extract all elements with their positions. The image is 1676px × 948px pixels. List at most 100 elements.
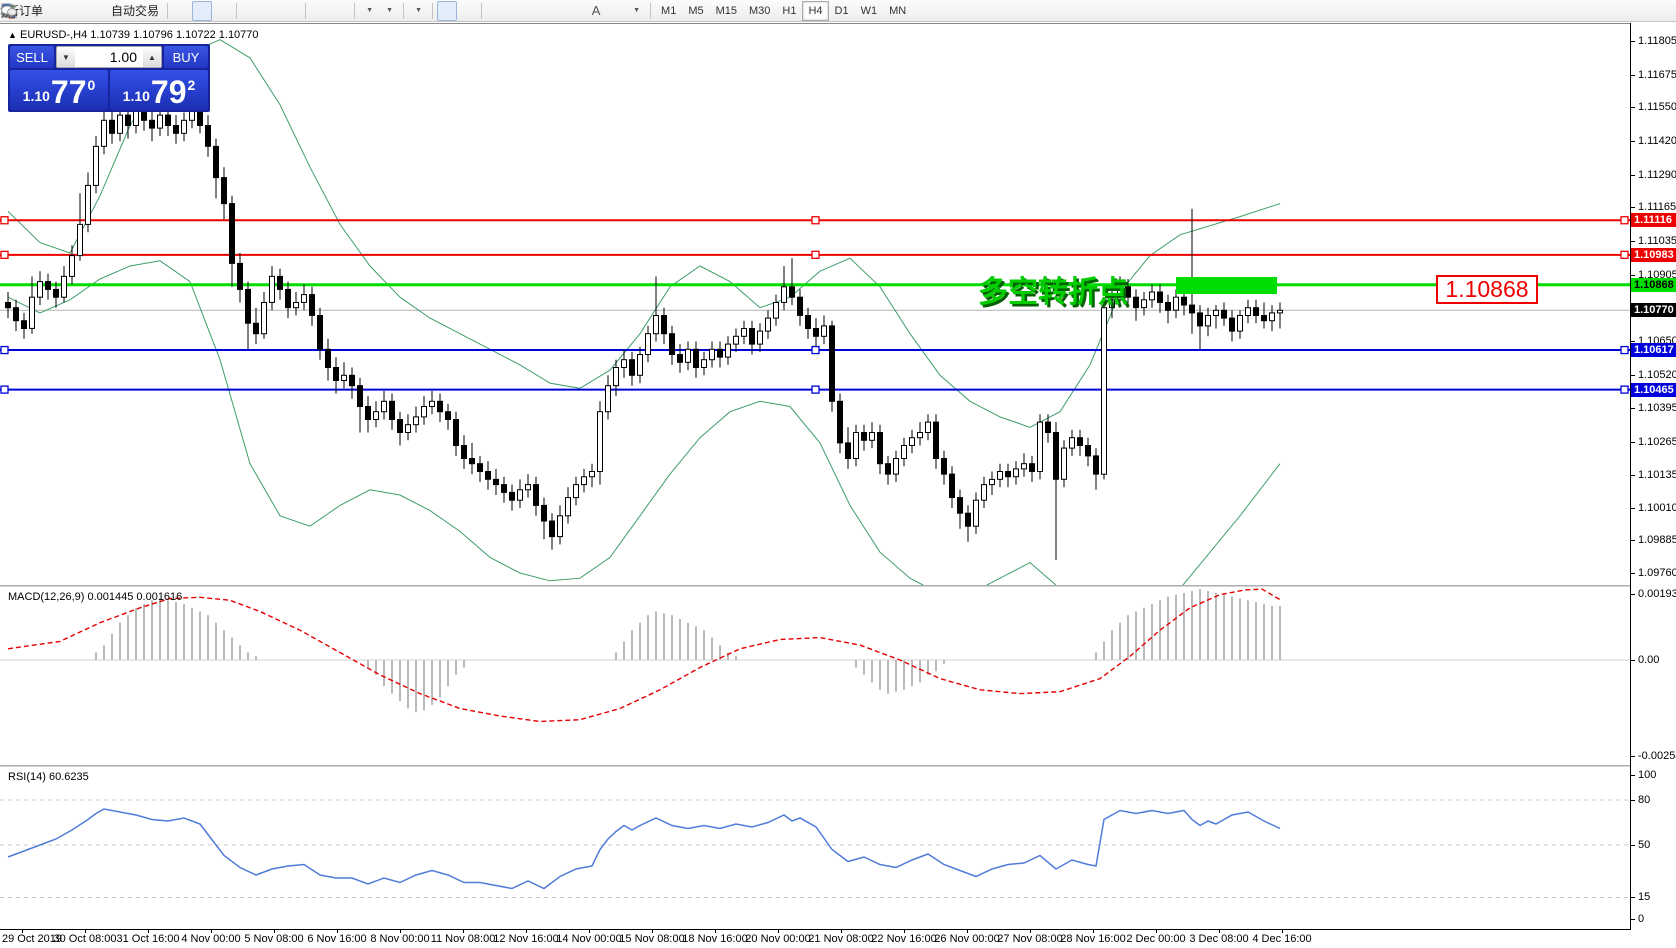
text-tool-button[interactable]: A	[586, 1, 606, 21]
time-axis-label: 22 Nov 16:00	[871, 933, 937, 945]
volume-decrease-button[interactable]: ▼	[57, 47, 75, 67]
time-axis-label: 8 Nov 00:00	[370, 933, 430, 945]
price-tick-mark	[1631, 107, 1635, 108]
tf-m30-button[interactable]: M30	[749, 4, 771, 17]
metaeditor-button[interactable]	[1, 1, 67, 21]
time-axis-label: 5 Nov 08:00	[244, 933, 304, 945]
time-axis-label: 20 Nov 00:00	[745, 933, 811, 945]
rsi-tick-mark	[1631, 845, 1635, 846]
chart-title-bar: ▲ EURUSD-,H4 1.10739 1.10796 1.10722 1.1…	[8, 29, 259, 41]
sell-button[interactable]: SELL	[10, 46, 54, 68]
panel-splitter[interactable]	[0, 585, 1631, 587]
buy-price-button[interactable]: 1.10 79 2	[110, 70, 208, 110]
main-toolbar: 新订单 自动交易	[0, 0, 1676, 22]
macd-tick-mark	[1631, 756, 1635, 757]
tf-mn-button[interactable]: MN	[889, 4, 907, 17]
time-axis-label: 6 Nov 16:00	[307, 933, 367, 945]
line-chart-mode-button[interactable]	[1, 1, 232, 21]
svg-text:多空转折点: 多空转折点	[981, 279, 1131, 312]
rsi-axis-label: 100	[1638, 769, 1657, 781]
signals-button[interactable]	[1, 1, 107, 21]
tf-w1-button[interactable]: W1	[860, 4, 878, 17]
price-tick-label: 1.09760	[1638, 567, 1676, 579]
vertical-line-tool-button[interactable]	[6, 1, 506, 21]
periods-dropdown-arrow[interactable]: ▼	[386, 7, 393, 14]
chat-icon[interactable]	[0, 3, 18, 19]
volume-increase-button[interactable]: ▲	[143, 47, 161, 67]
crosshair-tool-button[interactable]	[2, 1, 477, 21]
rsi-axis-label: 50	[1638, 839, 1651, 851]
autotrading-button[interactable]: 自动交易	[1, 1, 163, 21]
tf-m1-button[interactable]: M1	[661, 4, 677, 17]
price-tick-mark	[1631, 207, 1635, 208]
current-price-label: 1.10770	[1631, 303, 1676, 317]
text-tool-glyph: A	[591, 3, 601, 18]
macd-axis-label: 0.00	[1638, 654, 1660, 666]
tf-m15-button[interactable]: M15	[715, 4, 737, 17]
level-price-label: 1.10617	[1631, 343, 1676, 357]
rsi-tick-mark	[1631, 919, 1635, 920]
zoom-in-button[interactable]	[1, 1, 261, 21]
tile-windows-button[interactable]	[2, 1, 301, 21]
trendline-tool-button[interactable]	[2, 1, 546, 21]
sell-price-button[interactable]: 1.10 77 0	[10, 70, 108, 110]
one-click-trading-panel: SELL ▼ 1.00 ▲ BUY 1.10 77 0 1.10 79 2	[8, 44, 210, 112]
price-axis-border	[1630, 23, 1631, 929]
svg-text:F: F	[13, 13, 17, 19]
time-axis-label: 11 Nov 08:00	[430, 933, 496, 945]
toolbar-separator	[354, 2, 356, 19]
text-label-tool-button[interactable]: T	[1, 1, 626, 21]
toolbar-separator	[481, 2, 483, 19]
svg-text:E: E	[13, 12, 18, 19]
ohlc-close: 1.10770	[218, 29, 259, 41]
templates-button[interactable]: ▼	[1, 1, 428, 21]
panel-splitter[interactable]	[0, 765, 1631, 767]
time-axis-label: 18 Nov 16:00	[682, 933, 748, 945]
arrows-dropdown-arrow[interactable]: ▼	[633, 7, 640, 14]
tf-h4-button[interactable]: H4	[802, 0, 829, 21]
toolbar-separator	[650, 2, 652, 19]
time-tick-mark	[211, 930, 212, 933]
buy-button[interactable]: BUY	[164, 46, 208, 68]
macd-panel[interactable]	[0, 587, 1630, 765]
periods-button[interactable]: ▼	[1, 1, 399, 21]
rsi-panel[interactable]	[0, 767, 1630, 929]
arrows-tool-button[interactable]: ▼	[0, 1, 646, 21]
chart-shift-button[interactable]	[1, 1, 350, 21]
time-axis[interactable]: 29 Oct 2019 30 Oct 08:00 31 Oct 16:00 4 Nov…	[0, 929, 1631, 948]
ask-price-pip: 2	[187, 77, 196, 93]
volume-value[interactable]: 1.00	[75, 47, 143, 67]
price-tick-label: 1.11420	[1638, 135, 1676, 147]
price-tick-mark	[1631, 573, 1635, 574]
time-tick-mark	[1219, 930, 1220, 933]
zoom-out-button[interactable]	[1, 1, 281, 21]
indicators-button[interactable]: ▼	[0, 1, 379, 21]
time-tick-mark	[22, 930, 23, 933]
horizontal-line-tool-button[interactable]	[2, 1, 526, 21]
bid-price-head: 1.10	[22, 88, 50, 104]
toolbar-separator	[403, 2, 405, 19]
indicators-dropdown-arrow[interactable]: ▼	[366, 7, 373, 14]
rsi-tick-mark	[1631, 800, 1635, 801]
price-tick-mark	[1631, 375, 1635, 376]
cursor-tool-button[interactable]	[4, 0, 458, 21]
rsi-tick-mark	[1631, 775, 1635, 776]
collapse-trade-panel-icon[interactable]: ▲	[8, 30, 17, 40]
equidistant-channel-tool-button[interactable]: E	[1, 1, 566, 21]
price-tick-label: 1.10520	[1638, 369, 1676, 381]
fibonacci-tool-button[interactable]: F	[2, 1, 586, 21]
candlestick-mode-button[interactable]	[2, 0, 213, 21]
time-axis-label: 14 Nov 00:00	[556, 933, 622, 945]
bar-chart-mode-button[interactable]	[2, 1, 192, 21]
tf-h1-button[interactable]: H1	[782, 4, 797, 17]
tf-m5-button[interactable]: M5	[688, 4, 704, 17]
auto-scroll-button[interactable]	[1, 1, 330, 21]
templates-dropdown-arrow[interactable]: ▼	[415, 7, 422, 14]
tf-d1-button[interactable]: D1	[834, 4, 849, 17]
price-tick-label: 1.10010	[1638, 502, 1676, 514]
level-price-label: 1.10465	[1631, 383, 1676, 397]
price-axis[interactable]: 1.11805 1.11675 1.11550 1.11420 1.11290 1.111…	[1631, 0, 1676, 947]
price-tick-mark	[1631, 141, 1635, 142]
terminal-button[interactable]	[1, 1, 87, 21]
